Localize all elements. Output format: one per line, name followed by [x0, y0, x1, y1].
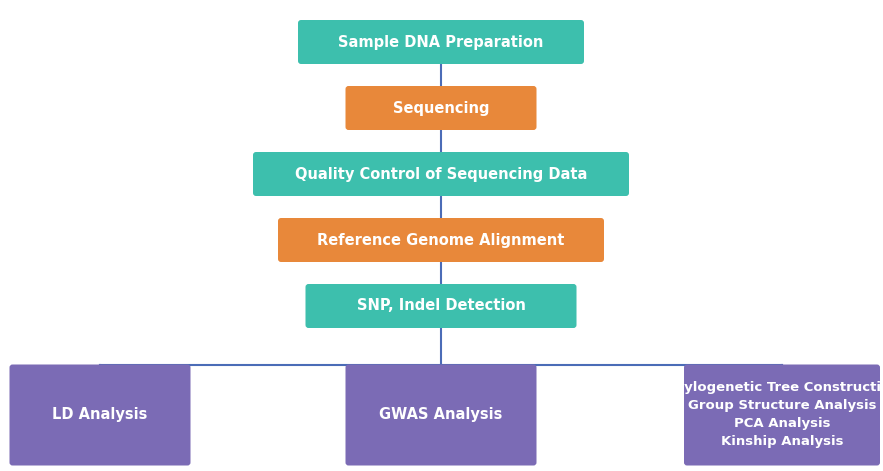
Text: Quality Control of Sequencing Data: Quality Control of Sequencing Data	[295, 167, 587, 181]
FancyBboxPatch shape	[345, 86, 537, 130]
FancyBboxPatch shape	[298, 20, 584, 64]
Text: Sample DNA Preparation: Sample DNA Preparation	[338, 34, 544, 49]
FancyBboxPatch shape	[278, 218, 604, 262]
Text: Reference Genome Alignment: Reference Genome Alignment	[317, 233, 565, 247]
FancyBboxPatch shape	[345, 365, 537, 465]
Text: GWAS Analysis: GWAS Analysis	[380, 407, 502, 422]
Text: Phylogenetic Tree Construction
Group Structure Analysis
PCA Analysis
Kinship Ana: Phylogenetic Tree Construction Group Str…	[665, 382, 883, 448]
FancyBboxPatch shape	[10, 365, 191, 465]
Text: LD Analysis: LD Analysis	[52, 407, 147, 422]
Text: SNP, Indel Detection: SNP, Indel Detection	[357, 299, 525, 314]
FancyBboxPatch shape	[253, 152, 629, 196]
FancyBboxPatch shape	[684, 365, 880, 465]
FancyBboxPatch shape	[306, 284, 577, 328]
Text: Sequencing: Sequencing	[393, 100, 489, 115]
